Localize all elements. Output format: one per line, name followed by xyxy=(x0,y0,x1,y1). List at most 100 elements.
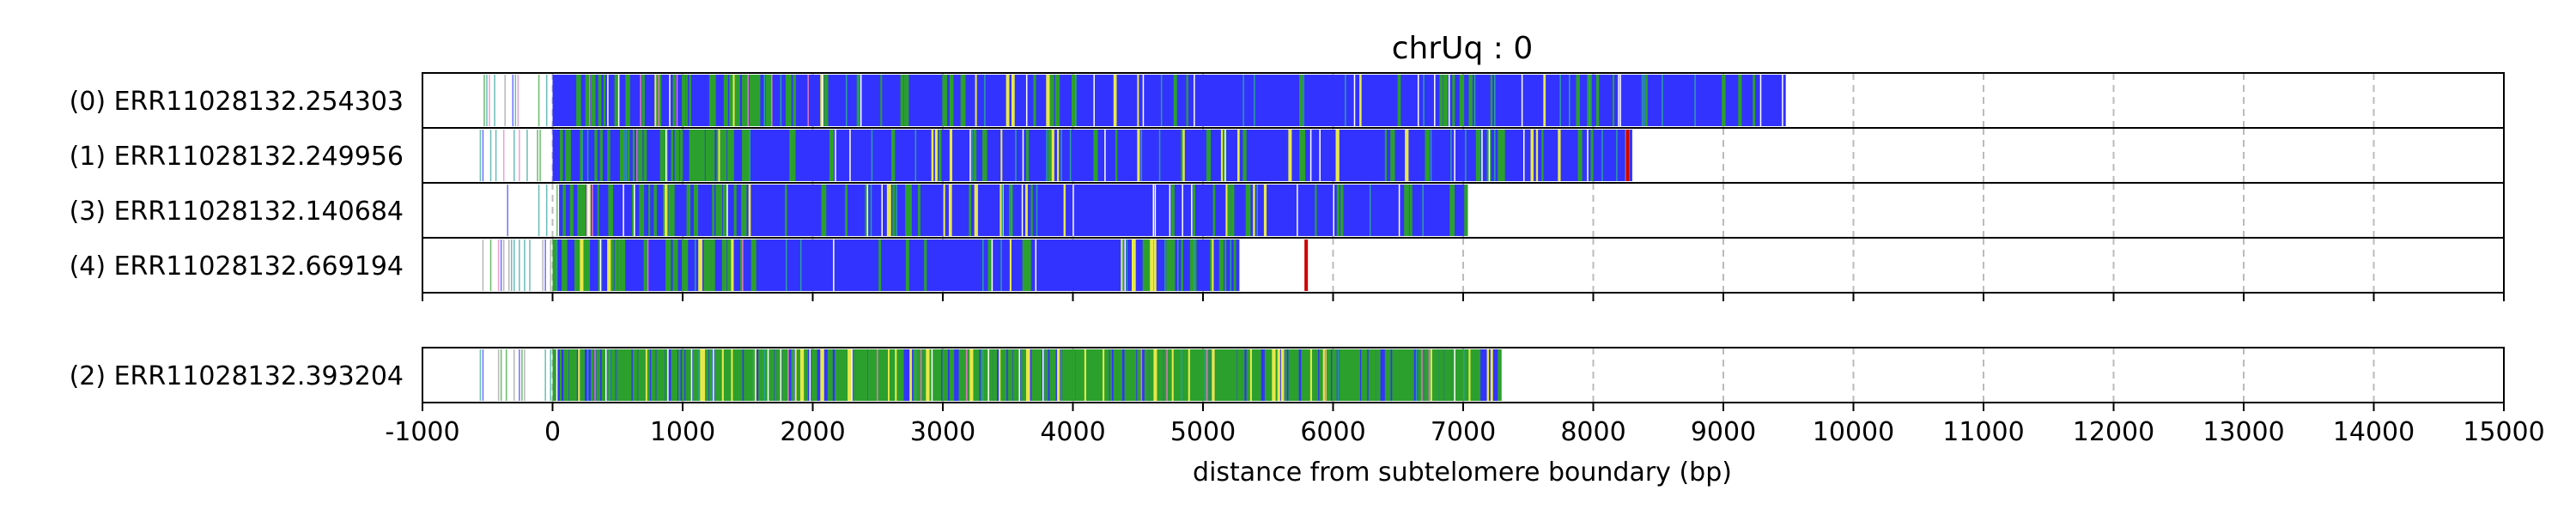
alignment-mark xyxy=(845,75,848,126)
alignment-mark xyxy=(665,130,667,181)
alignment-mark xyxy=(1371,349,1376,401)
alignment-mark xyxy=(1616,130,1618,181)
alignment-mark xyxy=(905,75,909,126)
read-row: (4) ERR11028132.669194 xyxy=(70,237,2505,294)
alignment-mark xyxy=(1399,349,1402,401)
alignment-mark xyxy=(794,349,798,401)
alignment-mark xyxy=(692,130,697,181)
alignment-mark xyxy=(793,75,796,126)
alignment-mark xyxy=(1285,349,1287,401)
alignment-mark xyxy=(1353,349,1358,401)
alignment-mark xyxy=(668,185,671,236)
alignment-mark xyxy=(877,349,878,401)
alignment-mark xyxy=(841,349,845,401)
alignment-mark xyxy=(1025,185,1028,236)
alignment-mark xyxy=(1431,349,1435,401)
alignment-mark xyxy=(1145,239,1151,291)
alignment-mark xyxy=(577,185,582,236)
alignment-mark xyxy=(627,130,630,181)
alignment-mark xyxy=(640,75,641,126)
alignment-mark xyxy=(670,185,675,236)
alignment-mark xyxy=(538,185,540,236)
read-label: (1) ERR11028132.249956 xyxy=(70,142,404,172)
alignment-mark xyxy=(1280,349,1285,401)
alignment-mark xyxy=(603,75,606,126)
alignment-mark xyxy=(771,349,775,401)
alignment-mark xyxy=(713,130,715,181)
alignment-mark xyxy=(732,349,737,401)
alignment-mark xyxy=(775,349,777,401)
alignment-mark xyxy=(1643,75,1645,126)
alignment-mark xyxy=(1452,75,1455,126)
alignment-mark xyxy=(949,349,955,401)
alignment-mark xyxy=(694,239,696,291)
alignment-mark xyxy=(799,239,802,291)
alignment-mark xyxy=(780,349,782,401)
alignment-mark xyxy=(1169,185,1171,236)
alignment-mark xyxy=(982,349,984,401)
alignment-mark xyxy=(479,349,482,401)
alignment-mark xyxy=(1046,130,1048,181)
alignment-mark xyxy=(1319,130,1321,181)
alignment-mark xyxy=(812,349,817,401)
alignment-mark xyxy=(580,239,584,291)
alignment-mark xyxy=(1405,130,1409,181)
alignment-mark xyxy=(1245,185,1251,236)
alignment-mark xyxy=(1434,75,1436,126)
alignment-mark xyxy=(1738,75,1742,126)
alignment-mark xyxy=(1194,239,1195,291)
alignment-mark xyxy=(1124,239,1126,291)
alignment-mark xyxy=(578,349,580,401)
alignment-mark xyxy=(1038,349,1042,401)
alignment-mark xyxy=(1000,239,1002,291)
alignment-mark xyxy=(711,130,714,181)
alignment-mark xyxy=(914,130,917,181)
alignment-mark xyxy=(949,130,953,181)
alignment-mark xyxy=(1115,130,1118,181)
alignment-mark xyxy=(529,239,531,291)
alignment-mark xyxy=(1051,349,1056,401)
alignment-mark xyxy=(767,349,769,401)
alignment-mark xyxy=(722,185,728,236)
alignment-mark xyxy=(1069,130,1072,181)
alignment-mark xyxy=(1175,349,1180,401)
alignment-mark xyxy=(989,349,993,401)
alignment-mark xyxy=(698,239,702,291)
alignment-mark xyxy=(690,349,693,401)
alignment-mark xyxy=(993,349,997,401)
alignment-mark xyxy=(1005,75,1010,126)
alignment-mark xyxy=(617,349,622,401)
read-label: (4) ERR11028132.669194 xyxy=(70,251,404,282)
alignment-mark xyxy=(908,185,912,236)
alignment-mark xyxy=(1457,349,1461,401)
alignment-mark xyxy=(973,130,977,181)
alignment-mark xyxy=(1157,349,1159,401)
alignment-mark xyxy=(1113,349,1117,401)
alignment-mark xyxy=(742,239,744,291)
alignment-mark xyxy=(736,75,740,126)
read-label: (0) ERR11028132.254303 xyxy=(70,87,404,117)
alignment-mark xyxy=(1097,349,1100,401)
alignment-mark xyxy=(495,130,497,181)
alignment-mark xyxy=(653,349,656,401)
alignment-mark xyxy=(1332,349,1337,401)
alignment-mark xyxy=(511,239,513,291)
alignment-mark xyxy=(685,75,688,126)
x-tick-label: 2000 xyxy=(780,417,845,447)
alignment-mark xyxy=(1422,185,1424,236)
alignment-mark xyxy=(739,349,743,401)
alignment-mark xyxy=(1345,75,1346,126)
alignment-mark xyxy=(1084,349,1087,401)
alignment-mark xyxy=(1071,75,1077,126)
alignment-mark xyxy=(482,349,484,401)
alignment-mark xyxy=(1328,349,1331,401)
alignment-mark xyxy=(519,349,520,401)
alignment-mark xyxy=(1498,349,1502,401)
alignment-mark xyxy=(1137,349,1140,401)
alignment-mark xyxy=(1559,75,1561,126)
alignment-mark xyxy=(1093,75,1095,126)
alignment-mark xyxy=(674,130,680,181)
alignment-mark xyxy=(1488,130,1491,181)
alignment-mark xyxy=(1206,349,1208,401)
alignment-mark xyxy=(1589,75,1590,126)
